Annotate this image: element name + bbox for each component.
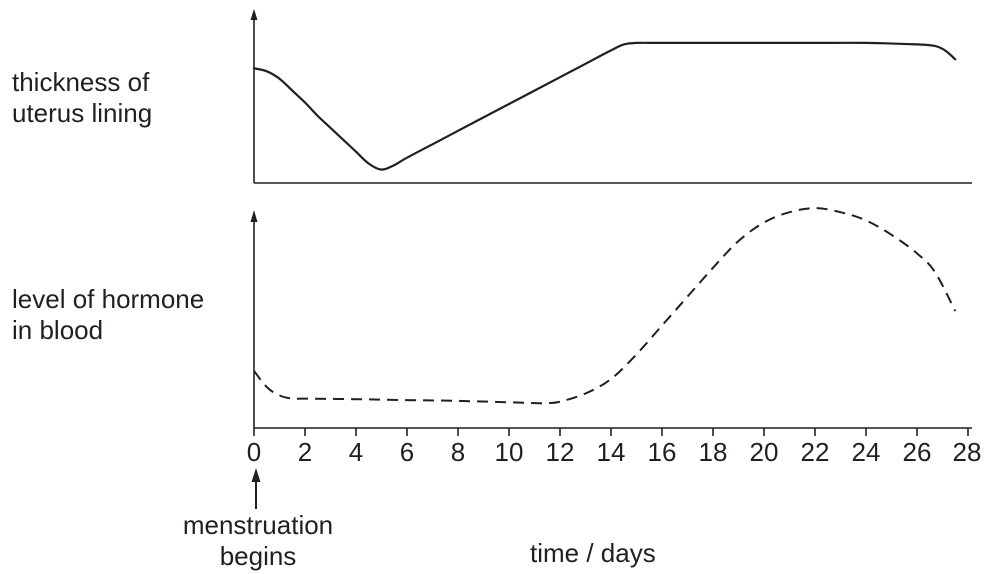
uterus-lining-line [252,41,957,171]
x-tick-label-24: 24 [852,437,881,467]
top-y-axis-label: thickness of uterus lining [12,67,152,129]
top-y-axis-label-line2: uterus lining [12,98,153,128]
annotation-line1: menstruation [182,510,334,540]
top-y-axis-label-line1: thickness of [12,67,150,97]
x-tick-label-6: 6 [400,437,414,467]
bottom-y-axis-label-line2: in blood [12,315,104,345]
x-axis-ticks [253,428,969,436]
x-tick-label-12: 12 [546,437,575,467]
x-tick-label-26: 26 [903,437,932,467]
x-tick-label-4: 4 [349,437,363,467]
x-tick-label-0: 0 [247,437,261,467]
bottom-y-axis-label: level of hormone in blood [12,284,204,346]
x-tick-label-10: 10 [495,437,524,467]
bottom-y-axis-arrow-icon [250,210,258,222]
hormone-level-line [253,207,957,405]
x-tick-label-28: 28 [953,437,982,467]
bottom-y-axis-label-line1: level of hormone [12,284,205,314]
x-tick-label-16: 16 [648,437,677,467]
x-tick-label-14: 14 [597,437,626,467]
x-tick-label-22: 22 [801,437,830,467]
x-tick-label-18: 18 [699,437,728,467]
annotation-line2: begins [219,541,297,571]
x-tick-label-2: 2 [298,437,312,467]
x-tick-label-8: 8 [451,437,465,467]
x-tick-label-20: 20 [750,437,779,467]
x-axis-tick-labels: 0 2 4 6 8 10 12 14 16 18 20 22 24 26 28 [247,437,982,467]
menstruation-begins-annotation: menstruation begins [163,510,353,572]
top-y-axis-arrow-icon [250,9,258,20]
annotation-arrow-icon [251,468,261,482]
x-axis-title: time / days [530,538,656,568]
